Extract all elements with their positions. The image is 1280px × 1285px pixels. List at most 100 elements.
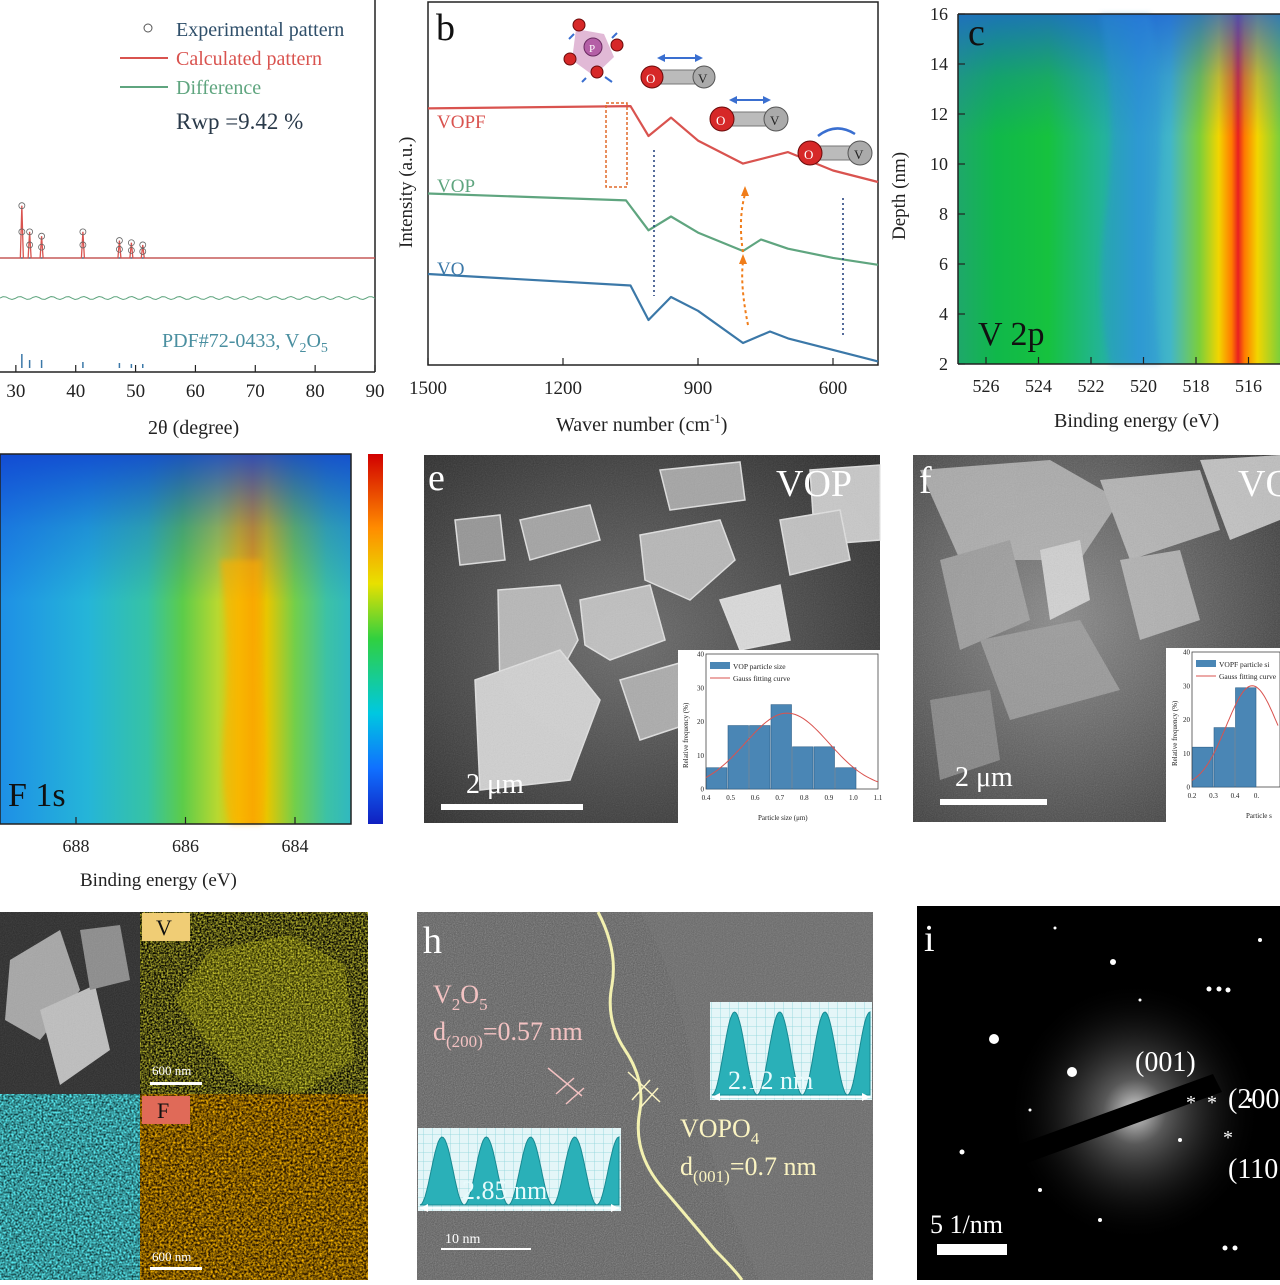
saed-marker-1: * xyxy=(1186,1092,1196,1114)
histogram-y-tick: 40 xyxy=(697,651,705,659)
rwp-value: Rwp =9.42 % xyxy=(176,109,303,134)
xrd-tick-label: 50 xyxy=(126,381,145,402)
histogram-x-tick: 1.0 xyxy=(849,794,858,802)
histogram-bar xyxy=(1192,746,1214,788)
xrd-exp-point xyxy=(116,245,123,253)
saed-spots xyxy=(959,926,1262,1251)
v2p-x-tick-label: 520 xyxy=(1130,376,1157,396)
histogram-bar xyxy=(706,767,728,790)
po4-tetrahedron-icon: P xyxy=(563,18,624,83)
xrd-exp-point xyxy=(18,202,26,210)
d001-marker xyxy=(627,1071,661,1109)
svg-text:V: V xyxy=(770,113,780,128)
panel-f-scale-bar xyxy=(940,799,1047,805)
beam-stopper xyxy=(965,1074,1222,1182)
v2p-x-tick-label: 522 xyxy=(1078,376,1105,396)
colorbar xyxy=(368,454,383,824)
xrd-exp-point xyxy=(38,243,45,251)
inset-histogram-vop: VOP particle size Gauss fitting curve Re… xyxy=(678,650,883,823)
panel-i-scale-text: 5 1/nm xyxy=(930,1210,1003,1239)
xrd-tick-label: 30 xyxy=(6,381,25,402)
shift-arrow-2 xyxy=(739,193,746,253)
histogram-x-tick: 0.7 xyxy=(775,794,784,802)
series-label-vop: VOP xyxy=(437,176,475,197)
eds-f-label-box xyxy=(142,1096,190,1124)
svg-text:V: V xyxy=(854,147,864,162)
ftir-series xyxy=(427,105,879,363)
shift-arrowhead-2 xyxy=(741,186,749,196)
saed-marker-3: * xyxy=(1223,1127,1233,1149)
eds-scale-bar-2 xyxy=(150,1267,202,1270)
histogram-vop-bars xyxy=(706,704,857,790)
eds-f-signal xyxy=(140,1094,368,1280)
svg-text:P: P xyxy=(589,43,595,55)
histogram-y-tick: 20 xyxy=(697,718,705,726)
histogram-bar xyxy=(835,767,857,790)
histogram-bar xyxy=(727,725,749,790)
panel-d-label: F 1s xyxy=(8,777,66,814)
xrd-tick-label: 70 xyxy=(246,381,265,402)
xrd-exp-point xyxy=(127,246,135,254)
histogram-x-tick: 1.1 xyxy=(874,794,883,802)
inset-histogram-vopf: VOPF particle si Gauss fitting curve Rel… xyxy=(1166,648,1280,822)
panel-h-hrtem: h V2O5 d(200)=0.57 nm VOPO4 d(001)=0.7 n… xyxy=(417,911,873,1281)
eds-scale-text-1: 600 nm xyxy=(152,1063,191,1078)
legend-difference: Difference xyxy=(176,77,261,99)
xrd-tick-label: 40 xyxy=(66,381,85,402)
panel-d-f1s-map: F 1s 688 686 684 Binding energy (eV) xyxy=(0,453,383,891)
legend-experimental-marker xyxy=(143,23,153,33)
eds-scale-bar-1 xyxy=(150,1082,202,1085)
eds-o-signal xyxy=(0,1094,140,1280)
panel-h-letter: h xyxy=(423,920,442,962)
panel-h-scale-bar xyxy=(441,1248,531,1250)
svg-text:O: O xyxy=(716,113,725,128)
xrd-tick-label: 60 xyxy=(186,381,205,402)
vo-bond-icon-1: O V xyxy=(640,54,716,89)
panel-c-label: V 2p xyxy=(978,316,1044,353)
inset-vopf-ylabel: Relative frequency (%) xyxy=(1171,700,1179,766)
svg-text:O: O xyxy=(804,147,813,162)
v2p-y-tick-label: 6 xyxy=(939,254,948,274)
v2p-x-tick-label: 524 xyxy=(1025,376,1052,396)
xrd-experimental-points xyxy=(18,202,147,255)
d200-label: d(200)=0.57 nm xyxy=(433,1017,583,1051)
xrd-exp-point xyxy=(26,241,34,249)
histogram-bar xyxy=(1213,727,1235,788)
inset-vopf-x-ticks: 0.2 0.3 0.4 0. xyxy=(1188,792,1260,800)
panel-a-xlabel: 2θ (degree) xyxy=(148,417,239,439)
panel-a-x-ticks: 2030405060708090 xyxy=(6,365,385,402)
v2p-y-tick-label: 16 xyxy=(930,4,948,24)
xrd-tick-label: 90 xyxy=(366,381,385,402)
v2p-x-tick-label: 516 xyxy=(1235,376,1262,396)
f1s-heatmap-hotspot xyxy=(220,560,266,824)
histogram-y-tick: 0 xyxy=(1187,784,1191,792)
panel-b-frame xyxy=(427,1,879,366)
f1s-x-tick-label: 686 xyxy=(172,836,199,856)
ftir-tick-label: 1500 xyxy=(409,378,447,399)
measure-v2o5: 2.85 nm xyxy=(462,1176,547,1205)
inset-vopf-legend-bar: VOPF particle si xyxy=(1219,660,1269,669)
inset-vop-xlabel: Particle size (μm) xyxy=(758,814,808,822)
saed-spot-200: (200 xyxy=(1228,1084,1279,1115)
vo-bond-icon-2: O V xyxy=(709,96,789,132)
histogram-y-tick: 40 xyxy=(1183,649,1191,657)
pdf-reference-label: PDF#72-0433, V2O5 xyxy=(162,330,328,356)
v2p-y-tick-label: 4 xyxy=(939,304,948,324)
f1s-heatmap-top-shading xyxy=(0,454,351,824)
profile-inset-v2o5: 2.85 nm xyxy=(418,1128,621,1212)
eds-f-label: F xyxy=(157,1098,169,1123)
saed-spot-001: (001) xyxy=(1135,1047,1196,1078)
panel-h-scale-text: 10 nm xyxy=(445,1232,481,1247)
panel-b-xlabel: Waver number (cm-1) xyxy=(556,411,727,436)
panel-c-ylabel: Depth (nm) xyxy=(889,152,910,240)
d200-marker xyxy=(547,1067,585,1105)
panel-g-eds-maps: V 600 nm F 600 nm xyxy=(0,912,368,1280)
v2p-y-tick-label: 2 xyxy=(939,354,948,374)
panel-f-letter: f xyxy=(919,460,932,502)
svg-text:V: V xyxy=(698,71,708,86)
panel-d-x-ticks: 688 686 684 xyxy=(63,817,309,856)
histogram-y-tick: 10 xyxy=(697,752,705,760)
histogram-x-tick: 0. xyxy=(1254,792,1260,800)
panel-e-letter: e xyxy=(428,457,445,499)
